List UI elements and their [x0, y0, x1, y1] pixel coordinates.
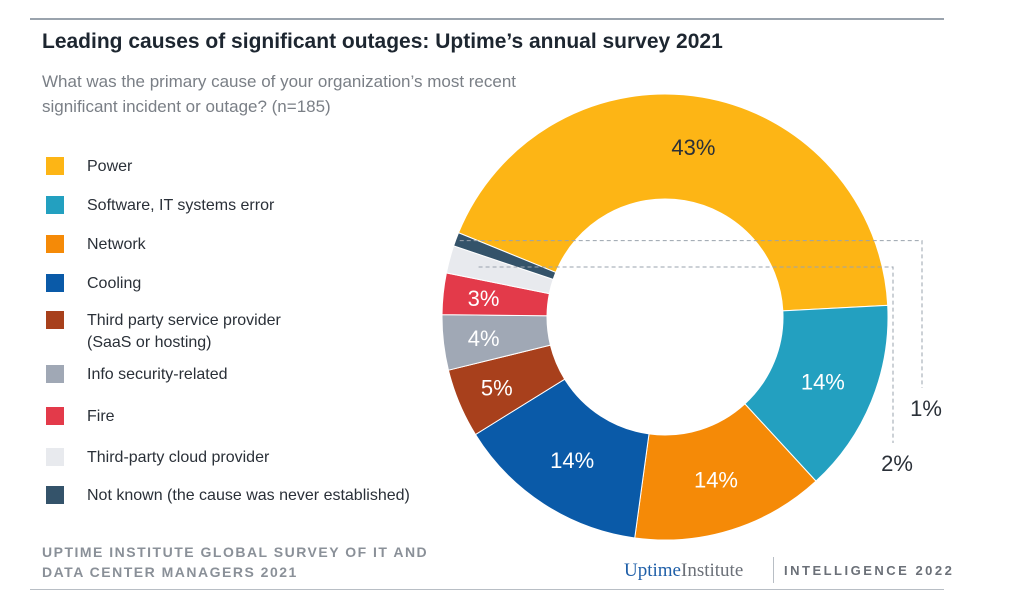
- legend-label: Fire: [87, 408, 115, 425]
- legend-item: Info security-related: [46, 364, 486, 386]
- legend-item: Software, IT systems error: [46, 195, 486, 217]
- slice-label: 4%: [468, 326, 500, 351]
- bottom-rule: [30, 589, 944, 590]
- legend-item: Power: [46, 156, 486, 178]
- footer-separator: [773, 557, 774, 583]
- legend-item: Not known (the cause was never establish…: [46, 485, 486, 507]
- legend-label: Third party service provider (SaaS or ho…: [87, 312, 281, 351]
- legend-label: Info security-related: [87, 366, 228, 383]
- legend-swatch: [46, 486, 64, 504]
- legend-label: Power: [87, 158, 133, 175]
- legend-label: Cooling: [87, 275, 142, 292]
- intelligence-label: INTELLIGENCE 2022: [784, 563, 955, 578]
- legend-item: Cooling: [46, 273, 486, 295]
- legend-label: Not known (the cause was never establish…: [87, 487, 410, 504]
- slice-label: 2%: [881, 451, 913, 476]
- leader-line: [478, 266, 894, 443]
- uptime-logo: UptimeInstitute: [624, 560, 744, 581]
- slice-label: 5%: [481, 376, 513, 401]
- chart-subtitle: What was the primary cause of your organ…: [42, 72, 517, 116]
- legend-swatch: [46, 407, 64, 425]
- legend-swatch: [46, 196, 64, 214]
- slice-label: 14%: [801, 369, 845, 394]
- legend-item: Fire: [46, 406, 486, 428]
- legend-item: Third party service provider (SaaS or ho…: [46, 310, 486, 354]
- legend-swatch: [46, 365, 64, 383]
- slice-power: [457, 93, 889, 312]
- legend-swatch: [46, 274, 64, 292]
- leader-line: [459, 240, 923, 388]
- slice-label: 3%: [468, 286, 500, 311]
- legend-label: Software, IT systems error: [87, 197, 275, 214]
- legend-swatch: [46, 235, 64, 253]
- chart-title: Leading causes of significant outages: U…: [42, 30, 723, 53]
- source-note: UPTIME INSTITUTE GLOBAL SURVEY OF IT AND…: [42, 544, 429, 580]
- legend-item: Third-party cloud provider: [46, 447, 486, 469]
- slice-label: 14%: [694, 468, 738, 493]
- legend-swatch: [46, 311, 64, 329]
- legend-swatch: [46, 157, 64, 175]
- slice-label: 1%: [910, 396, 942, 421]
- slice-label: 43%: [671, 135, 715, 160]
- slice-label: 14%: [550, 448, 594, 473]
- legend-swatch: [46, 448, 64, 466]
- legend-label: Third-party cloud provider: [87, 449, 270, 466]
- legend-item: Network: [46, 234, 486, 256]
- slice-not-known-the-cause-was-never-established: [453, 232, 557, 280]
- legend-label: Network: [87, 236, 146, 253]
- top-rule: [30, 18, 944, 20]
